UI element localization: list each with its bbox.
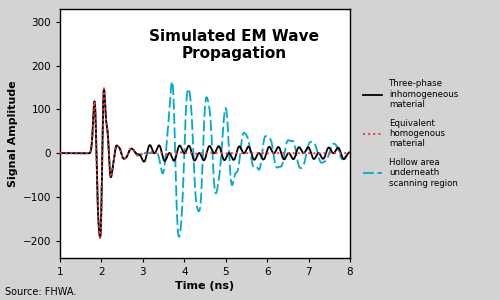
Text: Simulated EM Wave
Propagation: Simulated EM Wave Propagation <box>149 29 319 61</box>
Text: Source: FHWA.: Source: FHWA. <box>5 287 76 297</box>
Legend: Three-phase
inhomogeneous
material, Equivalent
homogenous
material, Hollow area
: Three-phase inhomogeneous material, Equi… <box>363 79 458 188</box>
Y-axis label: Signal Amplitude: Signal Amplitude <box>8 80 18 187</box>
X-axis label: Time (ns): Time (ns) <box>176 281 234 291</box>
